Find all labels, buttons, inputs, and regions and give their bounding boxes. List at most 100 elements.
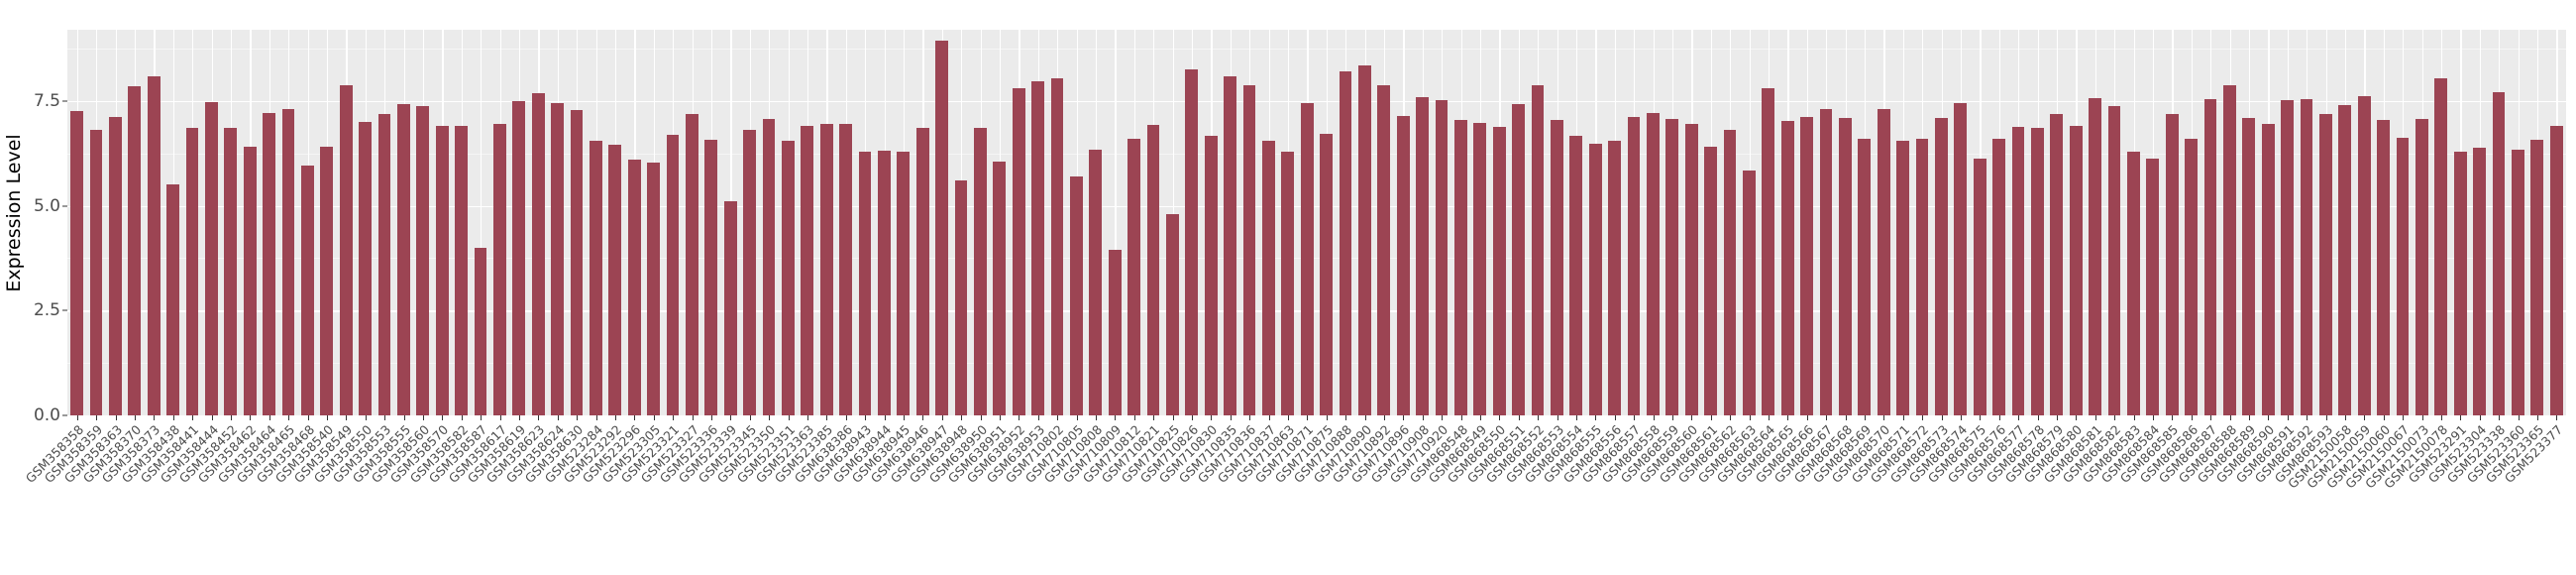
bar[interactable] [1588,144,1602,415]
bar[interactable] [1358,64,1371,415]
bar[interactable] [1224,75,1237,415]
bar[interactable] [1377,84,1391,415]
bar[interactable] [263,112,276,415]
bar[interactable] [2357,95,2371,415]
bar[interactable] [1858,138,1872,415]
bar[interactable] [2492,92,2506,415]
bar[interactable] [570,110,584,415]
bar[interactable] [897,152,911,415]
bar[interactable] [2069,126,2083,415]
bar[interactable] [1915,138,1929,415]
bar[interactable] [1454,119,1467,415]
bar[interactable] [2549,126,2563,415]
bar[interactable] [666,134,680,415]
bar[interactable] [1127,138,1141,415]
bar[interactable] [128,86,142,415]
bar[interactable] [858,151,872,415]
bar[interactable] [512,100,526,415]
bar[interactable] [1665,118,1679,415]
bar[interactable] [1512,104,1526,415]
bar[interactable] [397,104,410,415]
bar[interactable] [723,201,737,415]
bar[interactable] [2512,149,2524,415]
bar[interactable] [2396,138,2410,415]
bar[interactable] [1551,119,1563,415]
bar[interactable] [1647,112,1660,415]
bar[interactable] [608,145,622,415]
bar[interactable] [1435,100,1449,415]
bar[interactable] [2261,124,2275,415]
bar[interactable] [743,129,757,415]
bar[interactable] [1050,77,1064,415]
bar[interactable] [1396,115,1410,415]
bar[interactable] [2203,98,2217,415]
bar[interactable] [551,103,565,415]
bar[interactable] [2185,138,2199,415]
bar[interactable] [243,147,257,415]
bar[interactable] [339,84,353,415]
bar[interactable] [109,116,122,415]
bar[interactable] [2146,159,2160,415]
bar[interactable] [993,162,1007,415]
bar[interactable] [2281,100,2295,415]
bar[interactable] [2223,84,2236,415]
bar[interactable] [1627,116,1641,415]
bar[interactable] [455,126,469,415]
bar[interactable] [954,180,968,415]
bar[interactable] [1339,71,1352,415]
bar[interactable] [935,40,949,415]
bar[interactable] [878,150,891,415]
bar[interactable] [974,128,987,415]
bar[interactable] [1992,138,2006,415]
bar[interactable] [819,124,833,415]
bar[interactable] [1281,152,1295,415]
bar[interactable] [1877,109,1890,415]
bar[interactable] [2300,98,2313,415]
bar[interactable] [782,141,795,415]
bar[interactable] [1819,109,1833,415]
bar[interactable] [2127,151,2140,415]
bar[interactable] [474,247,487,415]
bar[interactable] [627,160,641,415]
bar[interactable] [1300,103,1314,415]
bar[interactable] [1146,125,1160,415]
bar[interactable] [1531,84,1545,415]
bar[interactable] [2031,128,2044,415]
bar[interactable] [2453,151,2467,415]
bar[interactable] [915,128,929,415]
bar[interactable] [2319,113,2332,415]
bar[interactable] [839,124,853,415]
bar[interactable] [301,166,314,415]
bar[interactable] [205,101,218,415]
bar[interactable] [2107,105,2121,415]
bar[interactable] [2530,139,2544,415]
bar[interactable] [704,139,718,415]
bar[interactable] [89,130,103,415]
bar[interactable] [1185,69,1199,415]
bar[interactable] [1896,141,1910,415]
bar[interactable] [1954,103,1968,415]
bar[interactable] [224,128,238,415]
bar[interactable] [377,114,391,415]
bar[interactable] [1242,84,1256,415]
bar[interactable] [1262,141,1275,415]
bar[interactable] [531,93,545,415]
bar[interactable] [1089,149,1103,415]
bar[interactable] [2050,113,2064,415]
bar[interactable] [1012,88,1025,415]
bar[interactable] [1492,127,1506,415]
bar[interactable] [147,75,161,415]
bar[interactable] [359,122,373,415]
bar[interactable] [1935,117,1948,415]
bar[interactable] [2165,114,2179,415]
bar[interactable] [1608,141,1622,415]
bar[interactable] [2377,119,2391,415]
bar[interactable] [1166,214,1179,415]
bar[interactable] [1973,159,1986,415]
bar[interactable] [1569,135,1583,415]
bar[interactable] [2473,148,2487,415]
bar[interactable] [166,184,180,415]
bar[interactable] [1780,121,1794,415]
bar[interactable] [2089,97,2102,415]
bar[interactable] [2011,127,2025,415]
